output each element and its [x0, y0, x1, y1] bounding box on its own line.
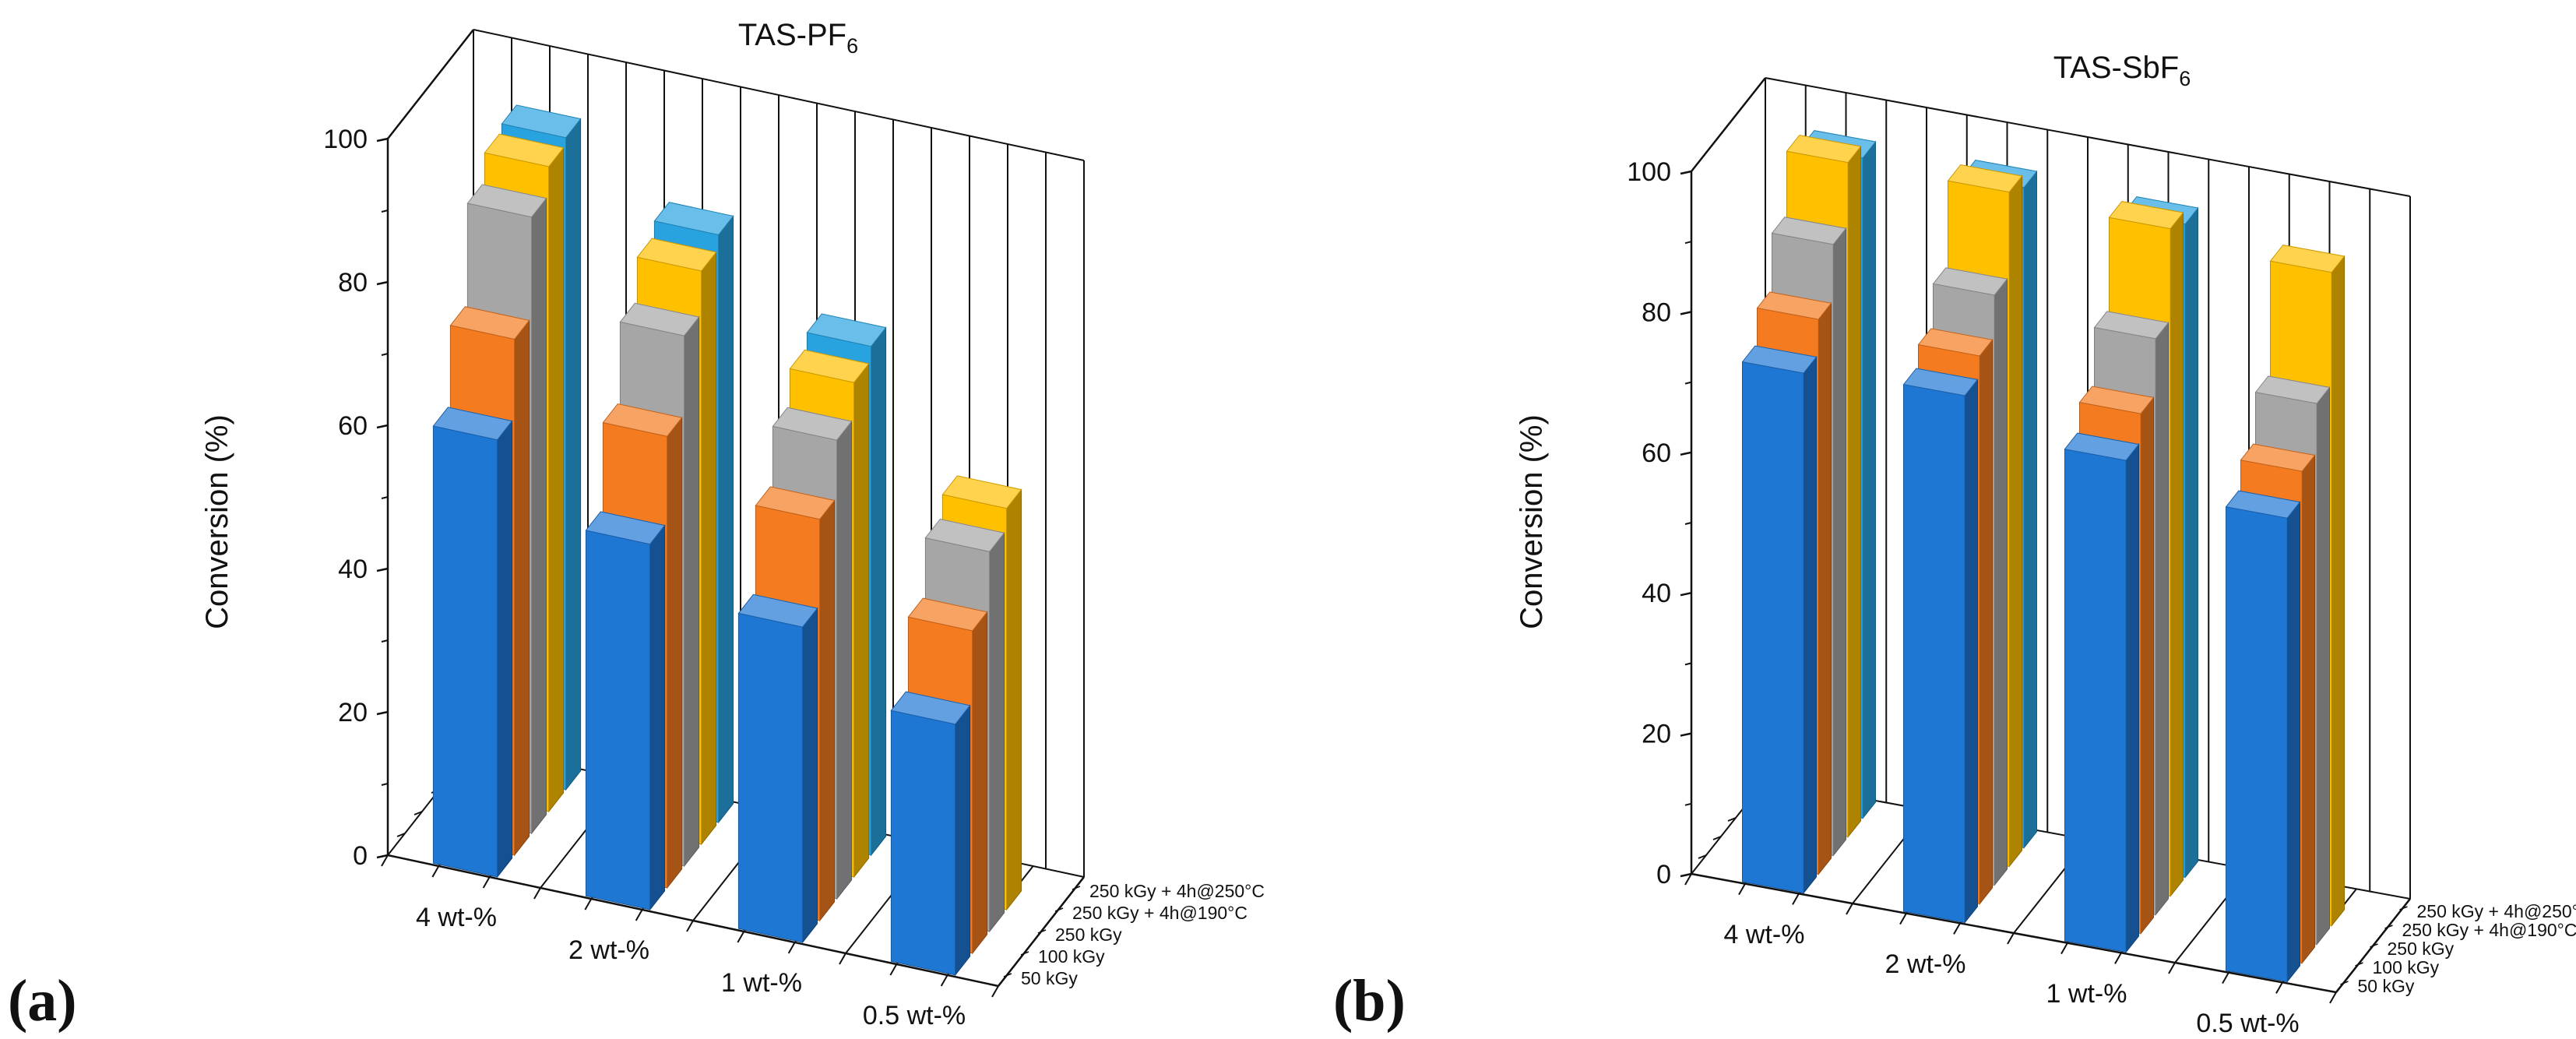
chart-title-main: TAS-SbF: [2053, 51, 2180, 85]
x-category-labels: 4 wt-% 2 wt-% 1 wt-% 0.5 wt-%: [416, 903, 966, 1030]
series-label: 250 kGy: [2388, 939, 2455, 959]
series-label: 50 kGy: [1021, 968, 1078, 988]
bar: [1904, 368, 1978, 923]
series-label: 250 kGy + 4h@190°C: [2402, 920, 2576, 940]
series-label: 250 kGy + 4h@250°C: [2417, 901, 2576, 921]
chart-panel-b: 0 20 40 60 80 100 Conversion (%) 4 wt-% 2 wt-% 1 …: [1285, 0, 2576, 1035]
bar: [2065, 433, 2139, 952]
bar: [891, 692, 970, 975]
y-tick-label: 20: [1642, 720, 1671, 749]
chart-title-subscript: 6: [2179, 67, 2191, 90]
series-label: 250 kGy: [1055, 925, 1122, 945]
bar: [586, 512, 664, 910]
x-tick-label: 4 wt-%: [416, 903, 497, 932]
panel-label: (b): [1333, 968, 1406, 1034]
x-tick-label: 0.5 wt-%: [863, 1001, 966, 1030]
bar: [433, 407, 512, 877]
y-tick-label: 80: [1642, 298, 1671, 327]
chart-title-main: TAS-PF: [738, 18, 846, 52]
y-tick-label: 100: [1627, 157, 1671, 187]
y-tick-label: 40: [338, 555, 368, 584]
y-tick-label: 80: [338, 268, 368, 298]
y-tick-label: 60: [1642, 438, 1671, 468]
bar: [1743, 346, 1817, 893]
bars: [433, 105, 1021, 975]
chart-title: TAS-SbF6: [2053, 51, 2191, 90]
chart-b-svg: 0 20 40 60 80 100 Conversion (%) 4 wt-% 2 wt-% 1 …: [1285, 0, 2576, 1035]
y-axis-label: Conversion (%): [200, 414, 234, 629]
y-axis-label: Conversion (%): [1515, 414, 1549, 629]
y-tick-label: 20: [338, 698, 368, 727]
x-tick-label: 2 wt-%: [568, 935, 649, 965]
bar: [738, 594, 817, 942]
y-tick-label: 40: [1642, 579, 1671, 608]
bar: [2226, 491, 2300, 981]
series-label: 100 kGy: [1038, 946, 1105, 967]
x-tick-label: 1 wt-%: [2046, 979, 2127, 1009]
chart-title-subscript: 6: [846, 34, 858, 58]
chart-a-svg: 0 20 40 60 80 100 Conversion (%) 4 wt-% 2 wt-% 1 …: [0, 0, 1285, 1035]
y-axis-ticks: 0 20 40 60 80 100: [323, 125, 388, 871]
chart-panel-a: 0 20 40 60 80 100 Conversion (%) 4 wt-% 2 wt-% 1 …: [0, 0, 1285, 1035]
y-tick-label: 0: [1656, 860, 1671, 889]
x-tick-label: 4 wt-%: [1724, 920, 1805, 949]
panel-label: (a): [8, 968, 77, 1034]
series-label: 250 kGy + 4h@190°C: [1072, 903, 1248, 923]
y-tick-label: 100: [323, 125, 368, 154]
y-axis-ticks: 0 20 40 60 80 100: [1627, 157, 1691, 889]
x-tick-label: 2 wt-%: [1885, 949, 1966, 979]
x-tick-label: 0.5 wt-%: [2196, 1009, 2299, 1035]
series-label: 250 kGy + 4h@250°C: [1089, 881, 1265, 901]
series-label: 100 kGy: [2373, 957, 2440, 977]
y-tick-label: 0: [353, 841, 368, 871]
y-tick-label: 60: [338, 411, 368, 441]
series-label: 50 kGy: [2358, 976, 2415, 996]
chart-title: TAS-PF6: [738, 18, 858, 58]
bars: [1743, 131, 2345, 982]
x-tick-label: 1 wt-%: [721, 968, 802, 998]
